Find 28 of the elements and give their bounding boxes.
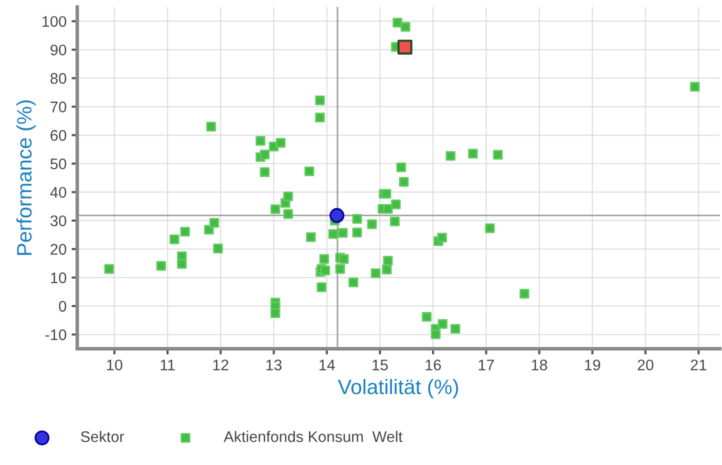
x-tick-label: 16 (426, 360, 441, 370)
legend-label: Sektor (80, 430, 124, 442)
y-tick-label: 40 (50, 186, 66, 198)
y-tick-label: 60 (50, 130, 66, 141)
y-tick-label: 70 (50, 102, 66, 112)
x-tick-label: 15 (372, 360, 388, 370)
x-tick-label: 10 (107, 360, 122, 370)
legend-label: Aktienfonds Konsum Welt (224, 430, 402, 442)
y-tick-label: 80 (50, 73, 66, 84)
x-tick-label: 14 (320, 360, 335, 370)
x-tick-label: 11 (160, 360, 175, 370)
x-tick-label: 18 (532, 360, 548, 370)
y-tick-label: 10 (51, 272, 66, 284)
y-tick-label: 50 (50, 158, 66, 170)
y-tick-label: 0 (58, 300, 66, 312)
x-tick-label: 19 (585, 360, 600, 370)
x-tick-label: 20 (638, 360, 654, 370)
y-tick-label: -10 (45, 329, 66, 340)
y-axis-title: Performance (%) (16, 100, 36, 255)
x-tick-label: 17 (478, 360, 494, 370)
y-tick-label: 30 (50, 215, 66, 226)
y-tick-label: 90 (50, 44, 66, 56)
y-tick-label: 20 (50, 244, 66, 255)
x-tick-label: 13 (266, 360, 282, 370)
x-tick-label: 21 (690, 360, 706, 370)
y-tick-label: 100 (42, 16, 66, 27)
x-tick-label: 12 (213, 360, 228, 370)
x-axis-title: Volatilität (%) (338, 378, 458, 398)
